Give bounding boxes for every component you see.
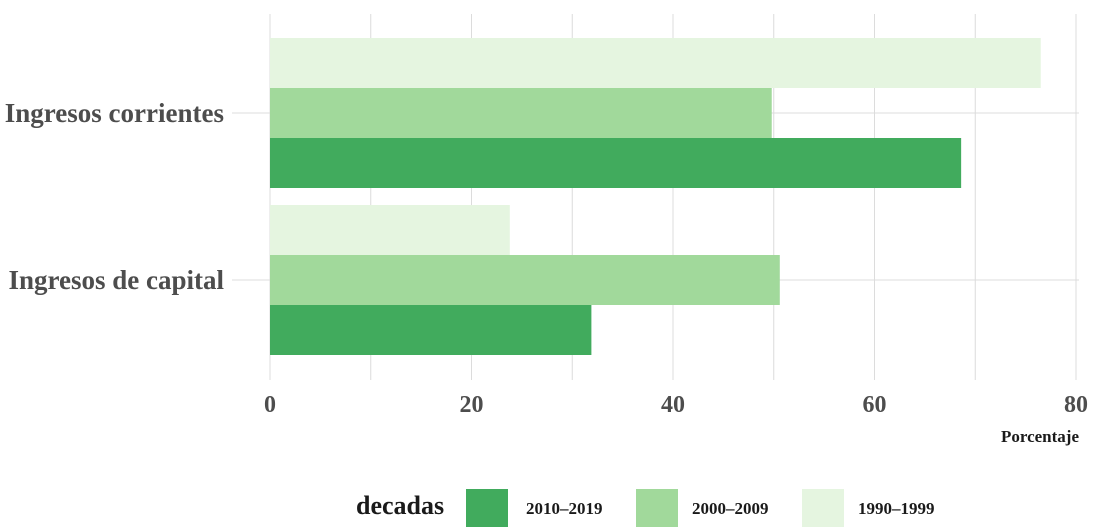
bars: [270, 38, 1041, 355]
legend-swatch: [466, 489, 508, 527]
bar: [270, 255, 780, 305]
x-tick-labels: 0 20 40 60 80: [264, 392, 1088, 418]
bar: [270, 138, 962, 188]
x-tick-label: 80: [1064, 392, 1088, 418]
category-labels: Ingresos corrientes Ingresos de capital: [5, 98, 225, 295]
category-label: Ingresos corrientes: [5, 98, 224, 128]
legend-swatch: [636, 489, 678, 527]
legend-label: 2000–2009: [692, 499, 769, 518]
legend-label: 2010–2019: [526, 499, 603, 518]
legend: decadas 2010–2019 2000–2009 1990–1999: [356, 489, 935, 527]
x-tick-label: 40: [661, 392, 685, 418]
bar: [270, 305, 592, 355]
x-tick-label: 20: [460, 392, 484, 418]
x-tick-label: 0: [264, 392, 276, 418]
legend-swatch: [802, 489, 844, 527]
x-tick-label: 60: [863, 392, 887, 418]
legend-title: decadas: [356, 491, 444, 520]
bar: [270, 38, 1041, 88]
bar: [270, 88, 772, 138]
bar: [270, 205, 510, 255]
legend-label: 1990–1999: [858, 499, 935, 518]
x-axis-title: Porcentaje: [1001, 427, 1079, 446]
category-label: Ingresos de capital: [8, 265, 224, 295]
